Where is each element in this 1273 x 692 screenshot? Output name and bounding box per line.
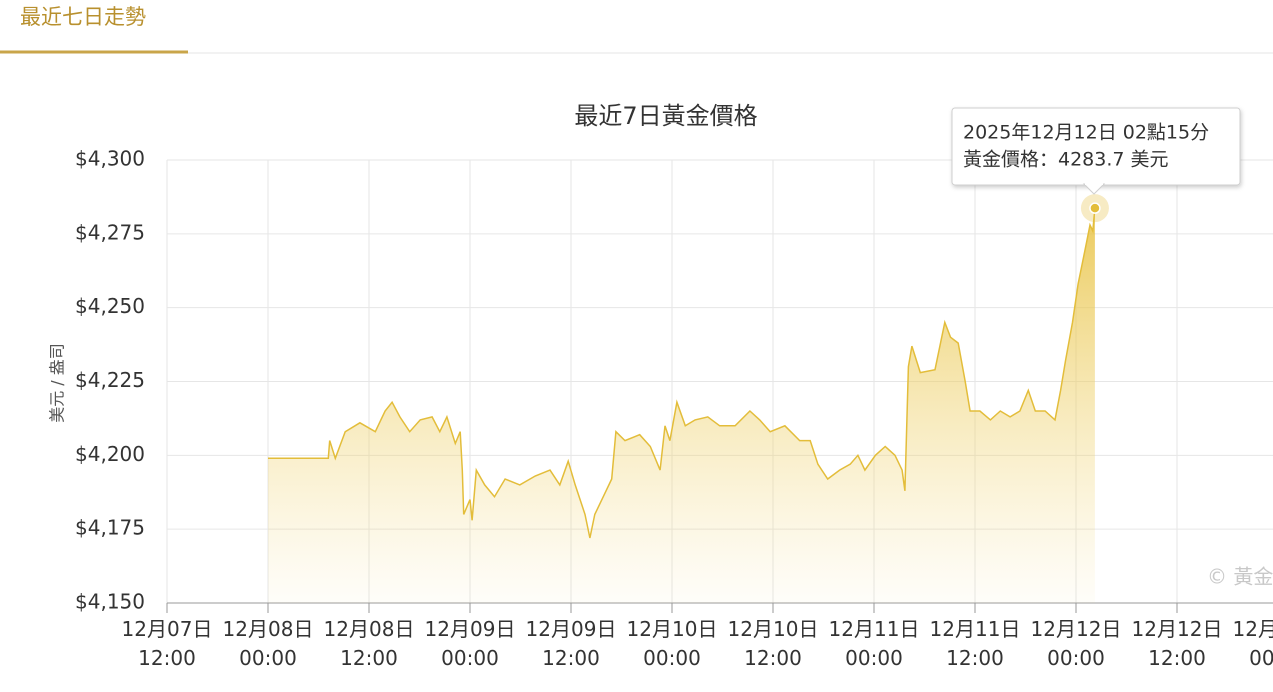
y-tick-label: $4,275 [75, 220, 145, 244]
chart-title: 最近7日黃金價格 [574, 102, 757, 130]
tooltip-title: 2025年12月12日 02點15分 [963, 122, 1209, 144]
x-tick-label: 12月11日 00:00 [829, 617, 920, 670]
y-axis-title: 美元 / 盎司 [48, 343, 67, 423]
tooltip: 2025年12月12日 02點15分 黃金價格：4283.7 美元 [951, 107, 1241, 195]
y-tick-label: $4,300 [75, 147, 145, 171]
tooltip-box [951, 107, 1241, 186]
x-tick-label: 12月13日00:00 [1233, 617, 1273, 670]
tab-label[interactable]: 最近七日走勢 [20, 5, 146, 29]
y-tick-label: $4,175 [75, 516, 145, 540]
y-tick-label: $4,250 [75, 294, 145, 318]
area-fill [268, 208, 1095, 603]
x-tick-label: 12月08日 12:00 [324, 617, 415, 670]
tooltip-text: 黃金價格：4283.7 美元 [963, 149, 1169, 171]
highlight-point [1089, 202, 1101, 214]
x-tick-label: 12月11日 12:00 [930, 617, 1021, 670]
y-tick-label: $4,150 [75, 590, 145, 614]
x-tick-label: 12月12日 00:00 [1031, 617, 1122, 670]
x-tick-label: 12月10日 12:00 [728, 617, 819, 670]
x-tick-label: 12月09日 12:00 [526, 617, 617, 670]
x-tick-label: 12月10日 00:00 [627, 617, 718, 670]
x-tick-label: 12月09日 00:00 [425, 617, 516, 670]
y-tick-label: $4,200 [75, 442, 145, 466]
y-tick-label: $4,225 [75, 368, 145, 392]
x-tick-label: 12月08日 00:00 [223, 617, 314, 670]
x-tick-label: 12月07日 12:00 [122, 617, 213, 670]
x-tick-label: 12月12日 12:00 [1132, 617, 1223, 670]
plot [268, 194, 1109, 603]
credit: © 黃金 [1207, 565, 1273, 589]
price-line [268, 208, 1096, 539]
tooltip-pointer [1082, 183, 1106, 195]
